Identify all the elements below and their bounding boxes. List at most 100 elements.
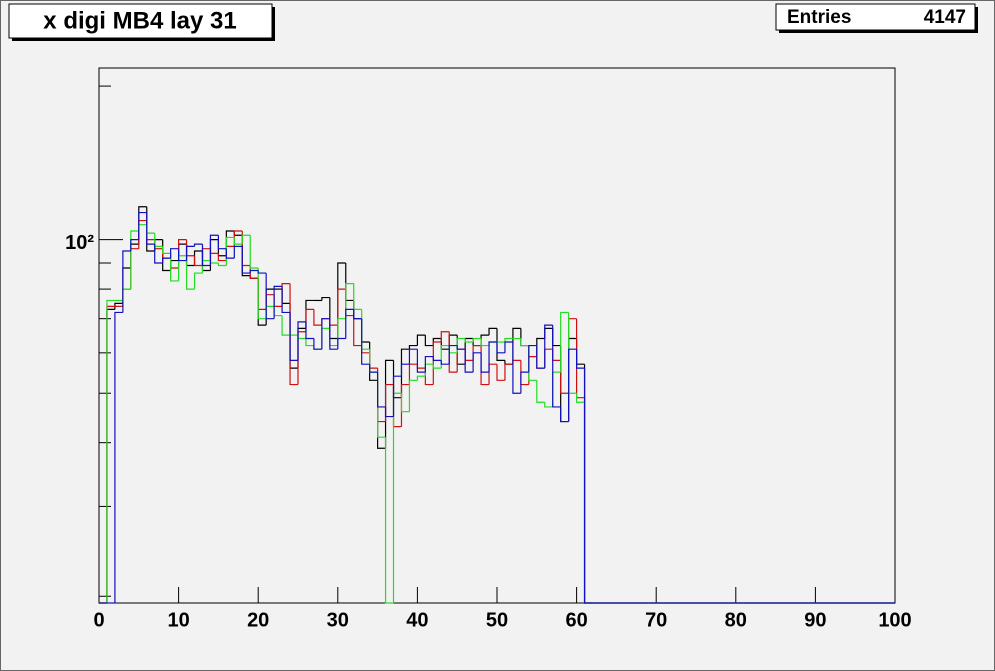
hist-bin <box>392 375 402 417</box>
hist-bin <box>552 325 561 408</box>
hist-bin <box>241 234 251 245</box>
hist-bin <box>217 253 227 262</box>
hist-bin <box>193 243 203 247</box>
hist-bin <box>416 375 426 381</box>
hist-bin <box>114 302 123 310</box>
x-tick-label: 10 <box>167 609 189 631</box>
hist-bin <box>440 360 450 365</box>
hist-bin <box>416 334 426 346</box>
hist-bin <box>504 363 513 381</box>
hist-bin <box>408 348 418 365</box>
hist-bin <box>472 352 482 373</box>
hist-bin <box>464 338 474 343</box>
hist-bin <box>496 342 505 354</box>
hist-bin <box>106 299 115 603</box>
hist-bin <box>162 257 171 263</box>
hist-bin <box>289 312 298 361</box>
hist-bin <box>154 244 163 264</box>
hist-bin <box>321 318 330 350</box>
hist-bin <box>249 269 259 274</box>
hist-bin <box>281 315 291 336</box>
hist-bin <box>488 327 497 336</box>
hist-bin <box>496 328 505 361</box>
hist-bin <box>416 349 426 373</box>
hist-bin <box>432 356 442 361</box>
hist-bin <box>337 288 346 326</box>
hist-bin <box>408 379 418 412</box>
hist-bin <box>536 380 545 403</box>
hist-bin <box>297 321 306 361</box>
chart-title: x digi MB4 lay 31 <box>43 7 236 34</box>
hist-bin <box>464 349 474 373</box>
hist-bin <box>361 318 370 365</box>
hist-bin <box>185 255 195 290</box>
hist-bin <box>432 341 442 385</box>
hist-bin <box>138 211 147 240</box>
hist-bin <box>583 368 593 604</box>
hist-bin <box>337 318 346 346</box>
x-tick-label: 60 <box>565 609 587 631</box>
hist-bin <box>337 337 346 350</box>
x-tick-label: 40 <box>406 609 428 631</box>
hist-bin <box>424 355 434 373</box>
hist-bin <box>496 364 505 381</box>
hist-bin <box>377 372 386 408</box>
hist-bin <box>193 272 203 290</box>
hist-bin <box>440 331 450 343</box>
x-tick-label: 0 <box>93 609 104 631</box>
hist-bin <box>384 437 394 604</box>
hist-bin <box>528 344 537 373</box>
hist-bin <box>369 364 378 373</box>
hist-bin <box>560 311 569 373</box>
hist-bin <box>170 248 179 259</box>
hist-bin <box>241 246 251 274</box>
hist-bin <box>114 311 123 603</box>
hist-bin <box>170 253 179 282</box>
hist-bin <box>400 383 410 427</box>
hist-bin <box>329 318 338 350</box>
hist-bin <box>424 335 434 347</box>
hist-bin <box>130 239 139 252</box>
hist-bin <box>384 406 394 418</box>
hist-bin <box>273 285 283 319</box>
x-tick-label: 100 <box>878 609 911 631</box>
hist-bin <box>568 348 577 422</box>
hist-bin <box>432 364 442 369</box>
x-tick-label: 70 <box>645 609 667 631</box>
hist-bin <box>265 273 275 320</box>
hist-bin <box>345 308 354 339</box>
hist-bin <box>305 338 314 347</box>
hist-bin <box>544 402 553 408</box>
hist-bin <box>217 235 227 250</box>
x-tick-label: 50 <box>486 609 508 631</box>
hist-bin <box>321 296 330 301</box>
hist-bin <box>448 344 458 365</box>
hist-bin <box>313 309 322 326</box>
hist-bin <box>456 345 466 350</box>
hist-bin <box>201 244 211 267</box>
hist-bin <box>408 344 418 350</box>
hist-bin <box>249 265 259 279</box>
hist-bin <box>257 267 267 320</box>
x-tick-label: 30 <box>327 609 349 631</box>
title-box <box>8 3 273 39</box>
hist-bin <box>472 337 482 343</box>
hist-bin <box>400 393 410 413</box>
hist-bin <box>193 255 203 267</box>
hist-bin <box>353 309 362 320</box>
x-tick-label: 80 <box>725 609 747 631</box>
hist-bin <box>233 237 243 245</box>
hist-bin <box>480 338 490 347</box>
hist-bin <box>560 406 569 423</box>
hist-bin <box>504 341 513 353</box>
hist-bin <box>400 363 410 377</box>
hist-bin <box>520 371 529 394</box>
hist-bin <box>281 286 291 314</box>
hist-bin <box>400 348 410 398</box>
hist-bin <box>313 338 322 350</box>
stats-box <box>775 3 976 31</box>
hist-bin <box>345 283 354 319</box>
hist-bin <box>576 393 585 403</box>
hist-bin <box>544 324 553 369</box>
